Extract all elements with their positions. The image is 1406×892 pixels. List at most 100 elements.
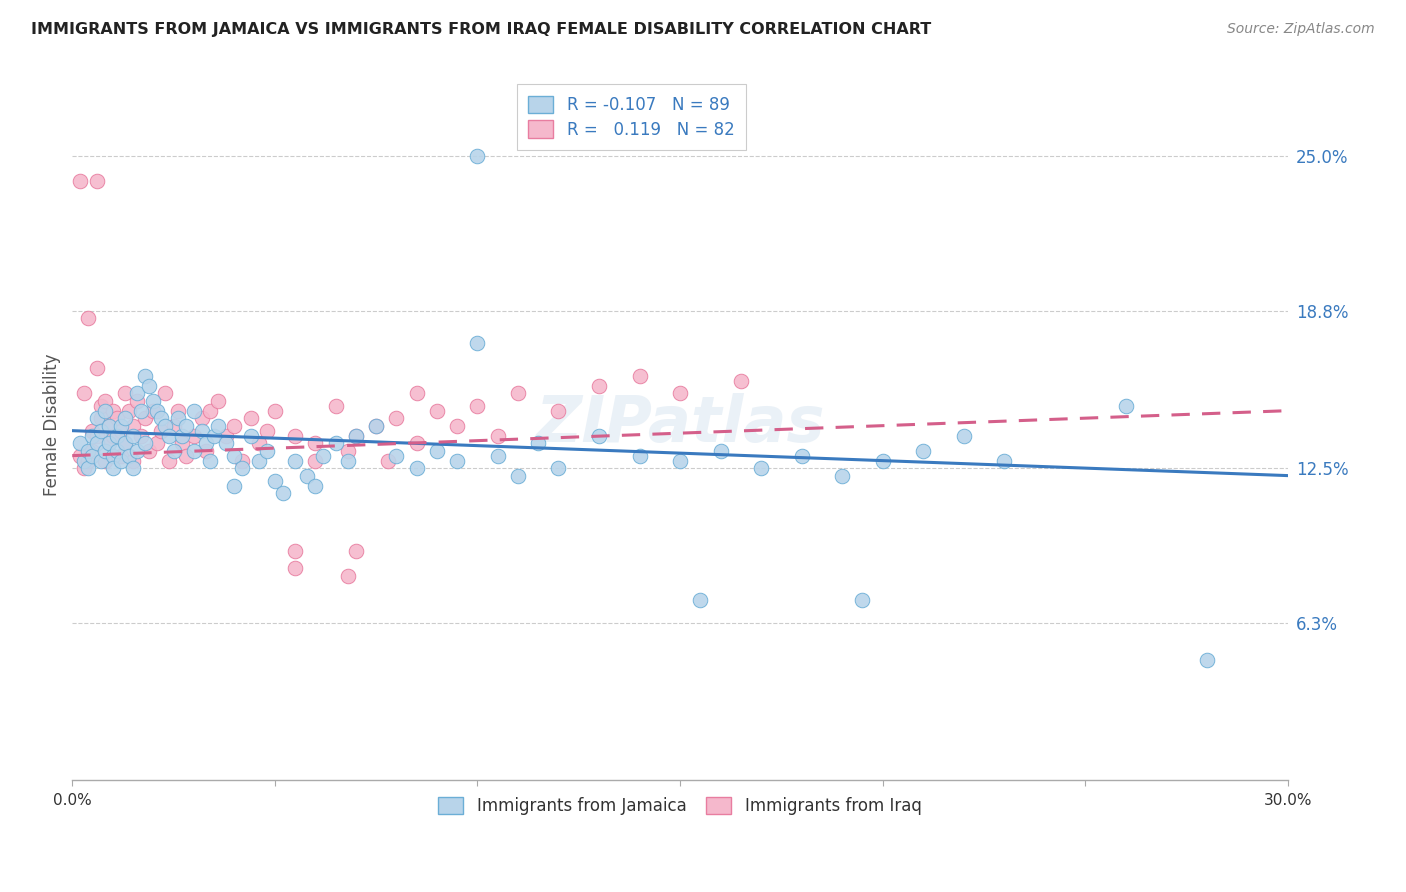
Point (198, 453, 221, 467)
Point (122, 418, 145, 433)
Point (628, 368, 651, 383)
Point (97, 418, 120, 433)
Point (336, 568, 359, 582)
Point (588, 378, 610, 392)
Point (669, 453, 692, 467)
Point (426, 443, 449, 458)
Point (125, 443, 148, 458)
Point (191, 424, 214, 438)
Point (73, 461, 96, 475)
Point (284, 453, 307, 467)
Point (155, 386, 177, 401)
Point (271, 486, 294, 500)
Point (224, 418, 246, 433)
Point (215, 428, 238, 442)
Point (86, 411, 108, 425)
Point (77, 443, 100, 458)
Point (377, 453, 399, 467)
Point (467, 399, 489, 413)
Point (86, 174, 108, 188)
Point (284, 561, 307, 575)
Point (207, 393, 229, 408)
Point (993, 453, 1015, 467)
Point (628, 449, 651, 463)
Point (194, 443, 217, 458)
Point (297, 468, 319, 483)
Point (110, 453, 132, 467)
Point (224, 478, 246, 492)
Point (284, 428, 307, 442)
Point (325, 399, 347, 413)
Point (114, 411, 136, 425)
Point (69, 449, 91, 463)
Point (256, 424, 278, 438)
Point (101, 428, 124, 442)
Point (336, 453, 359, 467)
Point (547, 461, 569, 475)
Point (146, 436, 169, 450)
Point (486, 449, 509, 463)
Point (198, 403, 221, 417)
Point (73, 386, 96, 401)
Point (134, 368, 156, 383)
Point (101, 461, 124, 475)
Point (304, 478, 326, 492)
Point (166, 403, 188, 417)
Point (366, 418, 388, 433)
Point (263, 403, 285, 417)
Text: IMMIGRANTS FROM JAMAICA VS IMMIGRANTS FROM IRAQ FEMALE DISABILITY CORRELATION CH: IMMIGRANTS FROM JAMAICA VS IMMIGRANTS FR… (31, 22, 931, 37)
Point (142, 393, 165, 408)
Point (162, 443, 184, 458)
Point (97, 418, 120, 433)
Point (90, 411, 112, 425)
Point (183, 428, 205, 442)
Point (125, 393, 148, 408)
Point (952, 428, 974, 442)
Point (174, 418, 197, 433)
Point (790, 449, 813, 463)
Point (405, 461, 427, 475)
Point (86, 436, 108, 450)
Point (138, 443, 160, 458)
Point (1115, 399, 1137, 413)
Point (73, 453, 96, 467)
Point (446, 418, 468, 433)
Point (872, 453, 894, 467)
Point (159, 453, 181, 467)
Point (426, 403, 449, 417)
Point (105, 411, 128, 425)
Point (93, 403, 115, 417)
Point (689, 593, 711, 607)
Point (527, 436, 550, 450)
Point (191, 411, 214, 425)
Point (385, 411, 408, 425)
Text: Source: ZipAtlas.com: Source: ZipAtlas.com (1227, 22, 1375, 37)
Point (224, 449, 246, 463)
Point (506, 386, 529, 401)
Point (263, 474, 285, 488)
Point (385, 449, 408, 463)
Point (366, 418, 388, 433)
Point (669, 386, 692, 401)
Point (150, 424, 173, 438)
Point (77, 461, 100, 475)
Point (86, 428, 108, 442)
Point (82, 428, 104, 442)
Point (138, 378, 160, 392)
Point (405, 386, 427, 401)
Point (336, 443, 359, 458)
Y-axis label: Female Disability: Female Disability (44, 353, 60, 496)
Point (86, 361, 108, 376)
Point (506, 468, 529, 483)
Point (122, 428, 145, 442)
Point (239, 411, 262, 425)
Point (93, 453, 115, 467)
Point (207, 418, 229, 433)
Point (69, 436, 91, 450)
Point (284, 543, 307, 558)
Point (82, 449, 104, 463)
Point (183, 403, 205, 417)
Point (90, 453, 112, 467)
Point (247, 453, 270, 467)
Point (1195, 653, 1218, 667)
